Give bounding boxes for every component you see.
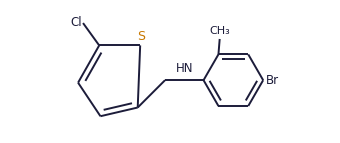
Text: S: S: [137, 30, 145, 43]
Text: CH₃: CH₃: [209, 26, 230, 36]
Text: Cl: Cl: [70, 16, 82, 29]
Text: HN: HN: [175, 62, 193, 75]
Text: Br: Br: [266, 74, 279, 87]
